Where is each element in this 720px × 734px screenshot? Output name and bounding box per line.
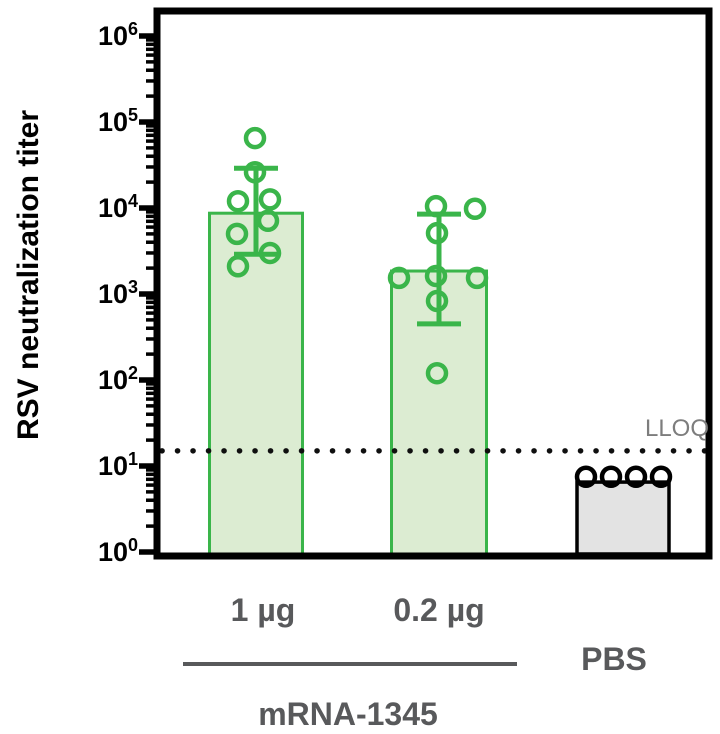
y-axis-title: RSV neutralization titer <box>12 109 45 441</box>
data-point-PBS <box>599 465 623 488</box>
bar-PBS <box>575 480 671 556</box>
data-point-1 µg <box>258 241 282 265</box>
data-point-1 µg <box>243 161 267 184</box>
data-point-1 µg <box>256 209 280 233</box>
x-tick-label-0.2ug: 0.2 µg <box>393 592 485 628</box>
y-tick-label: 104 <box>98 191 138 223</box>
bar-1 µg <box>208 211 304 556</box>
data-point-0.2 µg <box>424 194 448 218</box>
y-tick-label: 101 <box>98 449 138 481</box>
data-point-1 µg <box>226 255 250 278</box>
y-tick-label: 102 <box>98 363 138 395</box>
y-tick-label: 103 <box>98 277 138 309</box>
y-tick-label: 100 <box>98 535 138 567</box>
data-point-0.2 µg <box>425 289 449 313</box>
data-point-1 µg <box>243 126 267 150</box>
group-bracket-line <box>183 662 517 666</box>
lloq-label: LLOQ <box>644 415 709 442</box>
data-point-0.2 µg <box>424 264 448 288</box>
data-point-PBS <box>574 465 598 488</box>
data-point-1 µg <box>225 222 249 246</box>
data-point-0.2 µg <box>425 221 449 245</box>
x-tick-label-1ug: 1 µg <box>230 592 296 628</box>
plot-frame <box>153 7 713 560</box>
y-tick-label: 105 <box>98 105 138 137</box>
data-point-PBS <box>649 465 673 488</box>
y-tick-label: 106 <box>98 19 138 51</box>
data-point-0.2 µg <box>465 266 489 290</box>
group-label-mrna-1345: mRNA-1345 <box>258 696 438 732</box>
data-point-1 µg <box>258 188 282 211</box>
x-tick-label-pbs: PBS <box>581 641 647 677</box>
data-point-0.2 µg <box>387 266 411 290</box>
data-point-0.2 µg <box>463 197 487 221</box>
data-point-PBS <box>624 465 648 488</box>
data-point-0.2 µg <box>425 361 449 385</box>
data-point-1 µg <box>226 189 250 213</box>
